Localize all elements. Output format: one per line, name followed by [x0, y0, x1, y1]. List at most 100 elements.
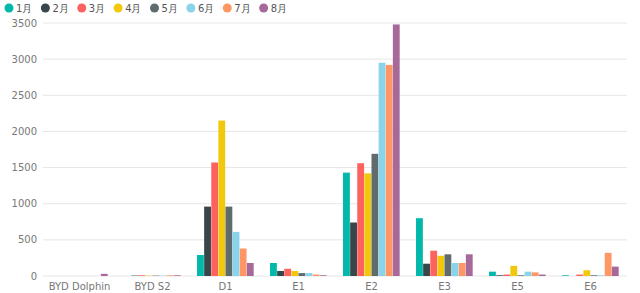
bar [240, 249, 247, 276]
bar [379, 63, 386, 276]
legend-swatch [41, 4, 50, 13]
bar [569, 276, 576, 277]
bar [138, 275, 145, 276]
bar [218, 121, 225, 276]
bar [605, 253, 612, 276]
chart: 0 500 1000 1500 2000 2500 3000 3500 BYD Dolphin B… [0, 0, 640, 293]
y-tick-label: 500 [18, 234, 37, 245]
bar [496, 275, 503, 276]
bar [518, 275, 525, 276]
bar [364, 173, 371, 276]
bar [226, 207, 233, 276]
bar [372, 154, 379, 276]
bar [270, 263, 277, 276]
legend-label: 8月 [271, 3, 287, 14]
bar [153, 275, 160, 276]
grid-line [43, 59, 627, 60]
bar [299, 273, 306, 276]
bar [58, 276, 65, 277]
y-tick-label: 1500 [12, 162, 37, 173]
bar [583, 270, 590, 276]
bar [591, 275, 598, 276]
legend-swatch [77, 4, 86, 13]
bar [72, 276, 79, 277]
x-tick-label: E5 [511, 281, 524, 292]
bars [101, 24, 619, 276]
y-tick-label: 0 [31, 271, 37, 282]
bar [598, 275, 605, 276]
x-tick-label: BYD Dolphin [49, 281, 111, 292]
bar [452, 263, 459, 276]
legend-label: 1月 [16, 3, 32, 14]
bar [291, 271, 298, 276]
legend-swatch [150, 4, 159, 13]
bar [204, 207, 211, 276]
bar [612, 267, 619, 276]
bar [416, 218, 423, 276]
bar [445, 254, 452, 276]
bar [65, 276, 72, 277]
y-tick-label: 2000 [12, 126, 37, 137]
bar [145, 275, 152, 276]
bar [306, 273, 313, 276]
bar [532, 272, 539, 276]
legend-swatch [223, 4, 232, 13]
bar [174, 275, 181, 276]
bar [320, 275, 327, 276]
x-tick-label: E3 [438, 281, 451, 292]
bar [430, 251, 437, 276]
x-tick-label: BYD S2 [134, 281, 170, 292]
legend-swatch [114, 4, 123, 13]
bar [437, 256, 444, 276]
grid-line [43, 167, 627, 168]
bar [247, 263, 254, 276]
bar [562, 275, 569, 276]
bar [503, 275, 510, 276]
y-tick-label: 3500 [12, 18, 37, 29]
grid-line [43, 239, 627, 240]
bar [350, 223, 357, 276]
bar [211, 163, 218, 276]
x-tick-label: D1 [218, 281, 232, 292]
x-tick-label: E6 [584, 281, 597, 292]
grid-line [43, 95, 627, 96]
y-tick-label: 3000 [12, 54, 37, 65]
y-tick-label: 2500 [12, 90, 37, 101]
bar [539, 275, 546, 276]
bar [284, 269, 291, 276]
bar [489, 272, 496, 276]
bar [87, 276, 94, 277]
legend-swatch [186, 4, 195, 13]
bar [80, 276, 87, 277]
bar [466, 254, 473, 276]
bar [233, 232, 240, 276]
bar [459, 263, 466, 276]
grid-line [43, 276, 627, 277]
bar [131, 275, 138, 276]
legend-label: 3月 [89, 3, 105, 14]
bar [576, 275, 583, 276]
bar [525, 272, 532, 276]
legend-label: 4月 [125, 3, 141, 14]
y-tick-label: 1000 [12, 198, 37, 209]
bar [343, 173, 350, 276]
grid-line [43, 23, 627, 24]
x-tick-label: E1 [292, 281, 305, 292]
bar [277, 271, 284, 276]
legend-label: 5月 [162, 3, 178, 14]
bar [423, 264, 430, 276]
legend-swatch [5, 4, 14, 13]
bar [393, 24, 400, 276]
bar [167, 275, 174, 276]
x-tick-label: E2 [365, 281, 378, 292]
legend-label: 2月 [52, 3, 68, 14]
bar [197, 255, 204, 276]
bar [51, 276, 58, 277]
bar [386, 65, 393, 276]
legend-label: 6月 [198, 3, 214, 14]
legend-swatch [259, 4, 268, 13]
grid-line [43, 203, 627, 204]
bar [313, 275, 320, 276]
bar [510, 266, 517, 276]
bar [94, 276, 101, 277]
